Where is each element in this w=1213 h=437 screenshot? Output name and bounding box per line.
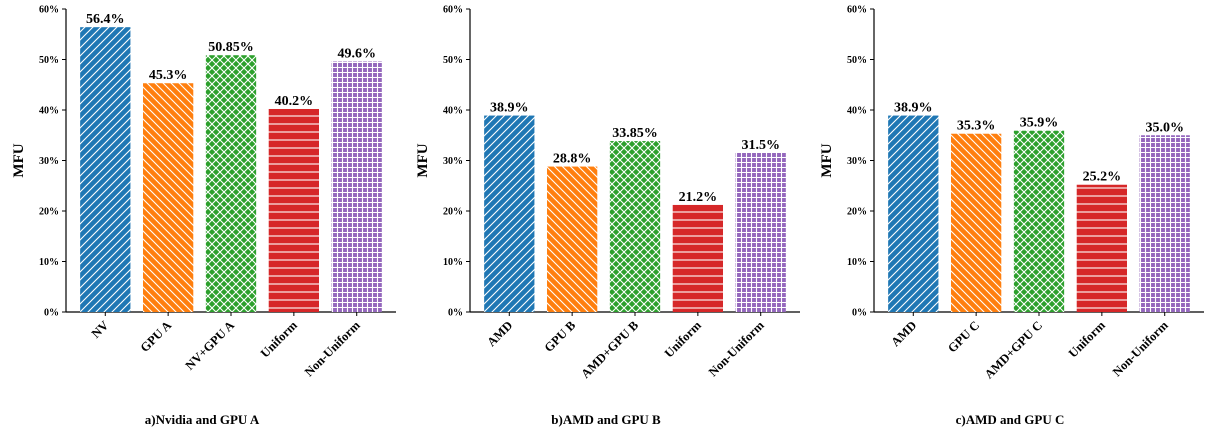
bar-b-4 (735, 152, 786, 312)
bar-a-2 (205, 55, 257, 313)
y-tick-label: 40% (847, 106, 867, 117)
chart-caption-c: c)AMD and GPU C (955, 412, 1065, 427)
bar-b-0 (484, 115, 535, 313)
x-tick-label: GPU A (138, 318, 175, 355)
bar-value-label: 56.4% (86, 12, 125, 27)
y-axis-label: MFU (819, 143, 835, 177)
x-tick-label: GPU B (542, 318, 579, 355)
x-tick-label: Non-Uniform (1110, 318, 1171, 379)
bar-value-label: 35.9% (1020, 116, 1059, 131)
y-tick-label: 0% (448, 308, 463, 319)
y-tick-label: 60% (443, 5, 463, 16)
y-tick-label: 10% (39, 257, 59, 268)
x-tick-label: AMD (888, 318, 919, 349)
y-tick-label: 10% (443, 257, 463, 268)
y-tick-label: 40% (39, 106, 59, 117)
bar-value-label: 50.85% (208, 40, 254, 55)
bar-chart-a: 0% 10% 20% 30% 40% 50% 60% MFU 56.4% NV 45.3% GPU A… (11, 5, 396, 379)
x-tick-label: Uniform (662, 318, 705, 361)
bar-c-2 (1013, 130, 1065, 312)
x-tick-label: AMD (484, 318, 515, 349)
bar-a-3 (268, 108, 319, 313)
y-axis-label: MFU (415, 143, 431, 177)
y-tick-label: 30% (39, 156, 59, 167)
x-tick-label: NV+GPU A (183, 318, 237, 372)
x-tick-label: GPU C (945, 318, 982, 355)
bar-value-label: 40.2% (275, 94, 314, 109)
y-tick-label: 20% (39, 207, 59, 218)
x-tick-label: NV (89, 318, 112, 341)
bar-value-label: 35.0% (1145, 120, 1184, 135)
bar-a-1 (143, 83, 194, 312)
bar-b-2 (609, 141, 661, 312)
bar-value-label: 35.3% (957, 119, 996, 134)
y-tick-label: 60% (39, 5, 59, 16)
bar-chart-c: 0% 10% 20% 30% 40% 50% 60% MFU 38.9% AMD 35.3% GPU … (819, 5, 1204, 382)
chart-panel-c: 0% 10% 20% 30% 40% 50% 60% MFU 38.9% AMD 35.3% GPU … (808, 0, 1212, 437)
bar-value-label: 28.8% (553, 152, 592, 167)
bar-chart-b: 0% 10% 20% 30% 40% 50% 60% MFU 38.9% AMD 28.8% GPU … (415, 5, 800, 381)
bar-a-0 (80, 27, 131, 313)
y-axis-label: MFU (11, 143, 27, 177)
chart-caption-a: a)Nvidia and GPU A (144, 412, 260, 427)
bar-value-label: 45.3% (149, 68, 188, 83)
chart-caption-b: b)AMD and GPU B (551, 412, 661, 427)
bar-c-1 (951, 133, 1002, 312)
bar-value-label: 33.85% (612, 126, 658, 141)
bar-value-label: 49.6% (337, 47, 376, 62)
bar-value-label: 21.2% (679, 190, 718, 205)
bar-c-0 (888, 115, 939, 313)
bar-value-label: 31.5% (741, 138, 780, 153)
x-tick-label: Non-Uniform (302, 318, 363, 379)
y-tick-label: 60% (847, 5, 867, 16)
bar-a-4 (331, 61, 382, 312)
y-tick-label: 0% (44, 308, 59, 319)
y-tick-label: 30% (443, 156, 463, 167)
bar-c-3 (1076, 184, 1127, 312)
y-tick-label: 50% (39, 55, 59, 66)
bar-value-label: 38.9% (894, 101, 933, 116)
x-tick-label: AMD+GPU C (982, 318, 1045, 381)
y-tick-label: 50% (847, 55, 867, 66)
x-tick-label: Uniform (258, 318, 301, 361)
y-tick-label: 0% (852, 308, 867, 319)
y-tick-label: 50% (443, 55, 463, 66)
bar-c-4 (1139, 135, 1190, 312)
x-tick-label: AMD+GPU B (578, 318, 641, 381)
bar-b-1 (547, 166, 598, 312)
y-tick-label: 40% (443, 106, 463, 117)
chart-panel-b: 0% 10% 20% 30% 40% 50% 60% MFU 38.9% AMD 28.8% GPU … (404, 0, 808, 437)
x-tick-label: Uniform (1066, 318, 1109, 361)
x-tick-label: Non-Uniform (706, 318, 767, 379)
y-tick-label: 10% (847, 257, 867, 268)
bar-b-3 (672, 204, 723, 312)
y-tick-label: 20% (847, 207, 867, 218)
y-tick-label: 20% (443, 207, 463, 218)
y-tick-label: 30% (847, 156, 867, 167)
chart-panel-a: 0% 10% 20% 30% 40% 50% 60% MFU 56.4% NV 45.3% GPU A… (0, 0, 404, 437)
bar-value-label: 25.2% (1083, 170, 1122, 185)
bar-value-label: 38.9% (490, 101, 529, 116)
